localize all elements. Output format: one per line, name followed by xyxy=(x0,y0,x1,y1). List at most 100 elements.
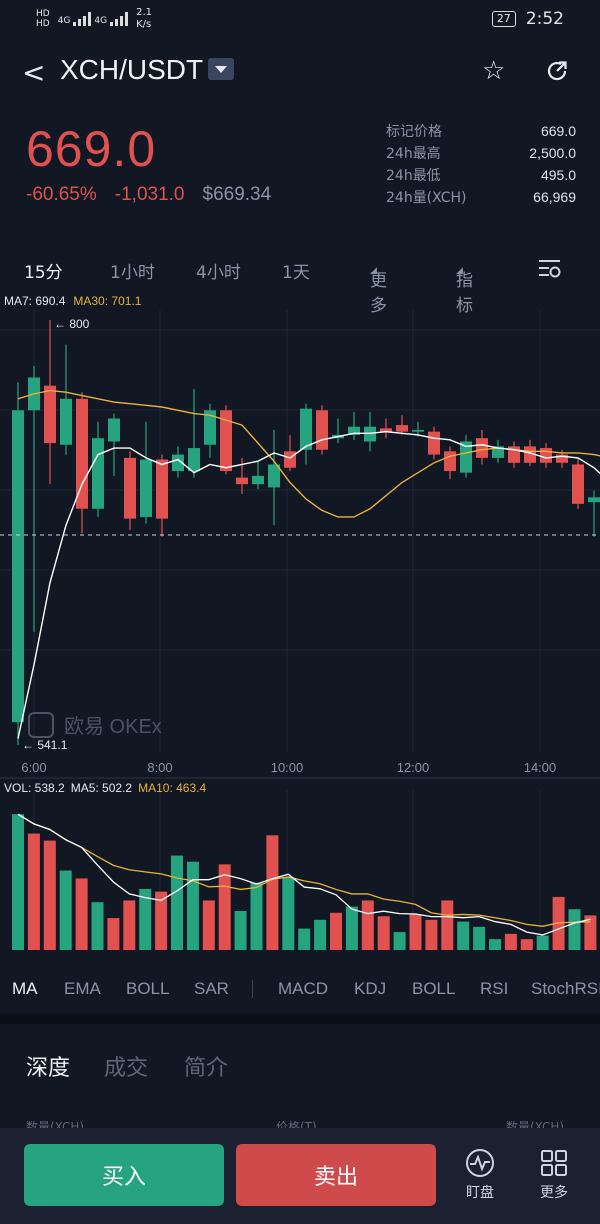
volume-bar xyxy=(361,900,374,950)
tab-1d[interactable]: 1天 xyxy=(282,263,310,283)
corner-triangle-icon: ◢ xyxy=(370,266,377,276)
candle-body xyxy=(428,431,440,455)
signal-bars-icon xyxy=(73,12,92,26)
last-price: 669.0 xyxy=(26,121,157,177)
candle-body xyxy=(492,446,504,458)
tab-1h[interactable]: 1小时 xyxy=(110,263,155,283)
pair-dropdown-icon[interactable] xyxy=(208,58,234,80)
vol-ma10-value: MA10: 463.4 xyxy=(138,781,207,795)
candle-body xyxy=(300,408,312,450)
candlestick-chart[interactable]: ← 800 ← 541.1 6:00 8:00 10:00 12:00 14:00 xyxy=(0,290,600,950)
chart-settings-icon[interactable] xyxy=(538,258,562,280)
volume-bar xyxy=(377,916,390,950)
candle-body xyxy=(172,454,184,472)
stat-label: 24h量(XCH) xyxy=(386,190,467,206)
section-divider xyxy=(0,1014,600,1024)
volume-legend: VOL: 538.2 MA5: 502.2 MA10: 463.4 xyxy=(4,781,212,795)
candle-body xyxy=(572,464,584,504)
pulse-icon xyxy=(466,1149,494,1177)
candle-body xyxy=(108,418,120,442)
back-icon[interactable]: < xyxy=(22,56,46,89)
candle-body xyxy=(412,429,424,432)
candle-body xyxy=(348,426,360,435)
price-change-row: -60.65% -1,031.0 $669.34 xyxy=(26,184,271,206)
volume-bar xyxy=(441,900,454,950)
x-axis-tick-label: 6:00 xyxy=(21,760,46,775)
share-icon[interactable] xyxy=(544,58,570,84)
stat-row: 标记价格 669.0 xyxy=(386,120,576,142)
vol-ma5-value: MA5: 502.2 xyxy=(70,781,133,795)
vol-value: VOL: 538.2 xyxy=(4,781,65,795)
favorite-star-icon[interactable]: ☆ xyxy=(482,56,506,86)
stats-panel: 标记价格 669.0 24h最高 2,500.0 24h最低 495.0 24h量(X… xyxy=(386,120,576,208)
volume-bar xyxy=(457,921,470,950)
candle-body xyxy=(188,448,200,472)
more-button[interactable]: 更多 xyxy=(524,1148,584,1202)
watch-label: 盯盘 xyxy=(466,1185,494,1201)
tab-info[interactable]: 简介 xyxy=(184,1056,229,1081)
change-absolute: -1,031.0 xyxy=(114,184,185,205)
volume-bar xyxy=(330,912,342,950)
sell-button[interactable]: 卖出 xyxy=(236,1144,436,1206)
tab-indicators-label: 指标 xyxy=(456,271,473,316)
divider xyxy=(252,980,253,998)
status-bar: HD HD 4G 4G 2.1 K/s 27 2:52 xyxy=(0,0,600,38)
candle-body xyxy=(12,410,24,723)
watermark-text: 欧易 OKEx xyxy=(64,716,162,738)
network-type: 4G xyxy=(94,16,108,26)
volume-bar xyxy=(43,840,56,950)
stat-label: 标记价格 xyxy=(386,124,442,140)
x-axis-tick-label: 10:00 xyxy=(271,760,304,775)
candle-body xyxy=(204,410,216,445)
volume-bar xyxy=(186,861,199,950)
tab-depth[interactable]: 深度 xyxy=(26,1056,71,1081)
min-price-label: ← 541.1 xyxy=(22,738,68,752)
indicator-ma[interactable]: MA xyxy=(12,979,38,998)
okex-logo-icon xyxy=(28,711,54,738)
volume-bar xyxy=(282,877,295,950)
volume-bar xyxy=(552,896,565,950)
volume-bar xyxy=(91,902,104,950)
net-speed-value: 2.1 xyxy=(136,7,153,18)
signal-icon: 4G 4G xyxy=(58,12,129,26)
volume-bar xyxy=(27,833,40,950)
indicator-kdj[interactable]: KDJ xyxy=(354,979,387,998)
indicator-rsi[interactable]: RSI xyxy=(480,979,509,998)
indicator-boll[interactable]: BOLL xyxy=(126,979,170,998)
indicator-stochrsi[interactable]: StochRSI xyxy=(531,979,600,998)
watch-button[interactable]: 盯盘 xyxy=(450,1148,510,1202)
indicator-ema[interactable]: EMA xyxy=(64,979,101,998)
tab-trades[interactable]: 成交 xyxy=(104,1056,149,1081)
market-info-tabs: 深度 成交 简介 xyxy=(0,1040,600,1090)
indicator-macd[interactable]: MACD xyxy=(278,979,329,998)
volume-bar xyxy=(345,906,358,950)
candle-body xyxy=(396,425,408,432)
volume-bar xyxy=(536,935,549,950)
hd-label: HD xyxy=(36,9,50,19)
stat-row: 24h量(XCH) 66,969 xyxy=(386,186,576,208)
stat-value: 66,969 xyxy=(533,189,576,205)
ma-legend: MA7: 690.4 MA30: 701.1 xyxy=(4,294,149,308)
tab-4h[interactable]: 4小时 xyxy=(196,263,241,283)
status-bar-left: HD HD 4G 4G 2.1 K/s xyxy=(36,7,152,31)
buy-button[interactable]: 买入 xyxy=(24,1144,224,1206)
indicator-boll-sub[interactable]: BOLL xyxy=(412,979,456,998)
volume-bar xyxy=(171,855,183,950)
max-price-label: ← 800 xyxy=(54,317,90,331)
pair-title[interactable]: XCH/USDT xyxy=(60,54,204,85)
vol-ma5-line xyxy=(17,813,591,936)
candle-body xyxy=(316,410,328,450)
candle-body xyxy=(268,464,280,488)
candle-body xyxy=(380,428,392,432)
candle-body xyxy=(556,454,568,463)
indicator-tabs: MA EMA BOLL SAR MACD KDJ BOLL RSI StochR… xyxy=(0,970,600,1010)
volume-bar xyxy=(314,919,327,950)
tab-15m[interactable]: 15分 xyxy=(24,263,63,283)
stat-label: 24h最低 xyxy=(386,168,441,184)
fiat-price: $669.34 xyxy=(202,184,272,205)
ma30-value: MA30: 701.1 xyxy=(73,294,142,308)
candle-body xyxy=(540,448,552,463)
indicator-sar[interactable]: SAR xyxy=(194,979,229,998)
candle-body xyxy=(156,459,168,519)
volume-bar xyxy=(489,939,501,950)
